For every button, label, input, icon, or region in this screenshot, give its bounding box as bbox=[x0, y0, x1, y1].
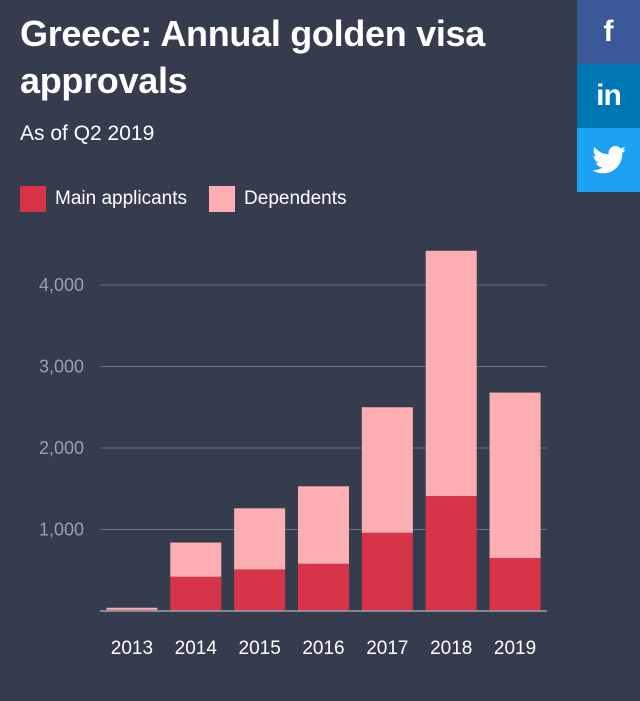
x-tick-label: 2014 bbox=[175, 638, 218, 659]
legend: Main applicants Dependents bbox=[20, 186, 369, 212]
bar-dependents-2019 bbox=[489, 392, 541, 559]
x-tick-label: 2019 bbox=[494, 638, 536, 659]
legend-item-main-applicants: Main applicants bbox=[20, 186, 187, 212]
legend-swatch-main-applicants bbox=[20, 186, 46, 212]
bar-main-applicants-2017 bbox=[361, 532, 413, 611]
bar-dependents-2013 bbox=[106, 607, 158, 610]
bar-main-applicants-2016 bbox=[298, 563, 349, 611]
bar-dependents-2015 bbox=[234, 508, 286, 570]
stacked-bar-chart: 1,000 2,000 3,000 4,000 2013 2014 2015 2016 2017… bbox=[39, 250, 547, 659]
twitter-share-button[interactable] bbox=[577, 128, 640, 192]
x-tick-label: 2018 bbox=[430, 638, 472, 659]
legend-item-dependents: Dependents bbox=[209, 186, 347, 212]
bar-main-applicants-2019 bbox=[489, 558, 541, 611]
bar-main-applicants-2018 bbox=[425, 496, 477, 611]
legend-label-main-applicants: Main applicants bbox=[55, 188, 188, 209]
y-tick-label: 1,000 bbox=[39, 520, 84, 540]
y-tick-label: 2,000 bbox=[39, 438, 84, 458]
facebook-share-button[interactable]: f bbox=[577, 0, 640, 64]
chart-subtitle: As of Q2 2019 bbox=[20, 122, 155, 145]
twitter-bird-icon bbox=[591, 146, 626, 174]
linkedin-share-button[interactable]: in bbox=[577, 64, 640, 128]
bar-dependents-2014 bbox=[170, 542, 222, 577]
y-tick-label: 3,000 bbox=[39, 357, 84, 377]
bar-main-applicants-2014 bbox=[170, 576, 222, 611]
x-tick-label: 2015 bbox=[239, 638, 281, 659]
x-tick-label: 2016 bbox=[302, 638, 344, 659]
legend-label-dependents: Dependents bbox=[244, 188, 347, 209]
bar-main-applicants-2015 bbox=[234, 569, 286, 611]
y-tick-label: 4,000 bbox=[39, 275, 84, 295]
bar-dependents-2018 bbox=[425, 250, 477, 497]
linkedin-icon: in bbox=[596, 79, 622, 112]
x-tick-label: 2013 bbox=[111, 638, 153, 659]
x-tick-label: 2017 bbox=[366, 638, 408, 659]
legend-swatch-dependents bbox=[209, 186, 236, 212]
bar-dependents-2017 bbox=[361, 407, 413, 533]
chart-title: Greece: Annual golden visa approvals bbox=[20, 13, 485, 101]
bar-dependents-2016 bbox=[298, 486, 349, 564]
facebook-icon: f bbox=[603, 15, 614, 48]
